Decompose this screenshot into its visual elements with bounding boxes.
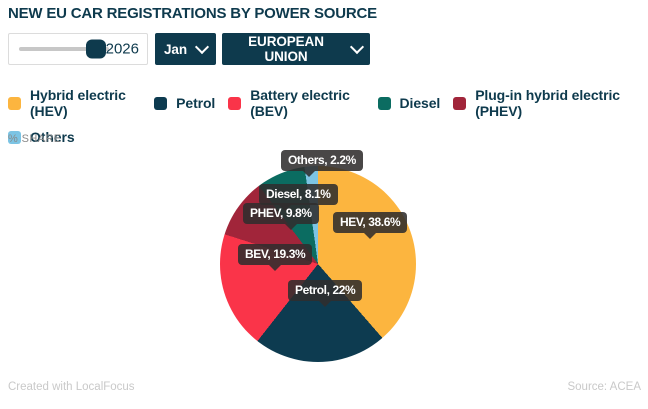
legend: Hybrid electric (HEV) Petrol Battery ele… [8, 87, 648, 155]
callout-text: Petrol, 22% [295, 283, 356, 297]
year-slider-track[interactable] [19, 47, 109, 51]
legend-swatch-hev [8, 96, 21, 110]
year-slider-handle[interactable] [86, 39, 106, 59]
legend-label: Battery electric (BEV) [250, 87, 350, 119]
month-dropdown[interactable]: Jan [155, 33, 216, 65]
year-slider[interactable]: 2026 [8, 33, 148, 65]
legend-item-phev[interactable]: Plug-in hybrid electric (PHEV) [453, 87, 635, 119]
legend-item-hev[interactable]: Hybrid electric (HEV) [8, 87, 141, 119]
legend-item-diesel[interactable]: Diesel [377, 95, 441, 111]
legend-swatch-others [8, 130, 21, 144]
legend-label: Hybrid electric (HEV) [30, 87, 126, 119]
chevron-down-icon [349, 39, 365, 55]
callout-pointer [284, 224, 297, 230]
callout-text: Others, 2.2% [288, 153, 356, 167]
legend-item-others[interactable]: Others [8, 129, 75, 145]
callout-diesel: Diesel, 8.1% [259, 184, 338, 211]
chevron-down-icon [194, 39, 210, 55]
region-dropdown[interactable]: EUROPEAN UNION [222, 33, 370, 65]
legend-label: Plug-in hybrid electric (PHEV) [475, 87, 620, 119]
callout-phev: PHEV, 9.8% [243, 203, 319, 230]
callout-pointer [303, 171, 315, 177]
region-dropdown-value: EUROPEAN UNION [248, 34, 324, 64]
month-dropdown-value: Jan [164, 41, 187, 57]
legend-swatch-petrol [154, 96, 168, 110]
legend-swatch-diesel [377, 96, 391, 110]
axis-note: % SHARE [8, 133, 62, 145]
callout-text: HEV, 38.6% [340, 215, 401, 229]
legend-swatch-bev [228, 96, 242, 110]
source-text: Source: ACEA [567, 381, 641, 393]
callout-text: Diesel, 8.1% [266, 187, 331, 201]
callout-text: PHEV, 9.8% [250, 206, 312, 220]
attribution-text: Created with LocalFocus [8, 381, 135, 393]
callout-hev: HEV, 38.6% [333, 212, 408, 239]
callout-pointer [269, 265, 282, 271]
callout-text: BEV, 19.3% [245, 247, 306, 261]
year-slider-value: 2026 [105, 40, 139, 58]
legend-label: Petrol [176, 95, 216, 111]
callout-petrol: Petrol, 22% [288, 280, 363, 307]
legend-label: Diesel [399, 95, 441, 111]
legend-label: Others [30, 129, 75, 145]
legend-row: Others [8, 129, 648, 145]
page-title: NEW EU CAR REGISTRATIONS BY POWER SOURCE [8, 5, 377, 22]
callout-pointer [319, 301, 332, 307]
callout-bev: BEV, 19.3% [238, 244, 313, 271]
callout-others: Others, 2.2% [281, 150, 363, 177]
callout-pointer [364, 233, 377, 239]
legend-item-bev[interactable]: Battery electric (BEV) [228, 87, 364, 119]
legend-item-petrol[interactable]: Petrol [154, 95, 215, 111]
legend-swatch-phev [453, 96, 467, 110]
legend-row: Hybrid electric (HEV) Petrol Battery ele… [8, 87, 648, 119]
